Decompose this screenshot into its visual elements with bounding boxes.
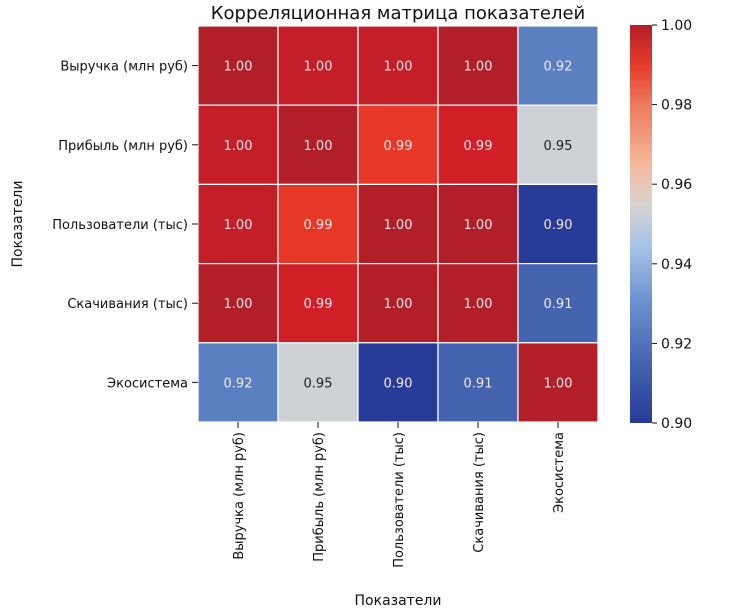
heatmap-cell: [437, 263, 519, 344]
heatmap-cell: [517, 104, 599, 185]
x-tick-label: Пользователи (тыс): [392, 432, 407, 568]
x-tick-label: Выручка (млн руб): [232, 432, 247, 560]
cell-value-label: 1.00: [464, 297, 493, 312]
cell-value-label: 1.00: [224, 139, 253, 154]
heatmap-cell: [277, 25, 359, 106]
heatmap-cell: [517, 342, 599, 423]
heatmap-cell: [197, 25, 279, 106]
heatmap-cell: [277, 183, 359, 265]
y-tick-labels: Выручка (млн руб) Прибыль (млн руб) Пользо…: [52, 60, 198, 391]
heatmap-cell: [437, 183, 519, 265]
heatmap-cell: [357, 104, 439, 185]
heatmap-cell: [197, 342, 279, 423]
cell-value-label: 0.99: [304, 218, 333, 233]
cell-value-label: 0.95: [304, 376, 333, 391]
cell-value-label: 0.92: [224, 376, 253, 391]
colorbar-ticks: 1.00 0.98 0.96 0.94 0.92 0.90: [652, 18, 692, 432]
colorbar-tick-label: 0.90: [661, 416, 692, 432]
cell-value-label: 0.99: [464, 139, 493, 154]
y-tick-label: Пользователи (тыс): [52, 218, 188, 233]
cell-value-label: 1.00: [304, 139, 333, 154]
cell-value-label: 1.00: [384, 60, 413, 75]
heatmap-cell: [357, 263, 439, 344]
y-axis-label: Показатели: [10, 181, 26, 268]
y-tick-label: Выручка (млн руб): [60, 60, 188, 75]
cell-value-label: 1.00: [224, 297, 253, 312]
y-tick-label: Экосистема: [107, 376, 188, 391]
heatmap-cell: [277, 263, 359, 344]
y-tick-label: Прибыль (млн руб): [58, 139, 188, 154]
chart-title: Корреляционная матрица показателей: [211, 3, 585, 24]
cell-value-label: 1.00: [544, 376, 573, 391]
colorbar-tick-label: 0.98: [661, 98, 692, 114]
x-tick-labels: Выручка (млн руб) Прибыль (млн руб) Пользо…: [232, 422, 567, 568]
heatmap-cell: [517, 183, 599, 265]
colorbar: [630, 25, 652, 423]
cell-value-label: 0.91: [464, 376, 493, 391]
heatmap-cell: [517, 263, 599, 344]
cell-value-label: 1.00: [464, 218, 493, 233]
cell-value-label: 1.00: [384, 218, 413, 233]
colorbar-tick-label: 0.96: [661, 177, 692, 193]
x-axis-label: Показатели: [355, 593, 442, 609]
colorbar-tick-label: 0.94: [661, 257, 692, 273]
cell-value-label: 0.90: [544, 218, 573, 233]
x-tick-label: Экосистема: [552, 432, 567, 513]
heatmap-cell: [197, 104, 279, 185]
cell-value-label: 0.90: [384, 376, 413, 391]
y-tick-label: Скачивания (тыс): [67, 297, 188, 312]
heatmap-cells: 1.00 1.00 1.00 1.00 0.92 1.00 1.00 0.99 0.99 0.95…: [197, 25, 599, 423]
cell-value-label: 0.99: [304, 297, 333, 312]
cell-value-label: 1.00: [384, 297, 413, 312]
cell-value-label: 1.00: [224, 218, 253, 233]
cell-value-label: 0.95: [544, 139, 573, 154]
x-tick-label: Скачивания (тыс): [472, 432, 487, 553]
cell-value-label: 0.91: [544, 297, 573, 312]
colorbar-tick-label: 0.92: [661, 336, 692, 352]
cell-value-label: 1.00: [224, 60, 253, 75]
heatmap-cell: [277, 342, 359, 423]
cell-value-label: 1.00: [464, 60, 493, 75]
cell-value-label: 0.92: [544, 60, 573, 75]
heatmap-cell: [357, 342, 439, 423]
x-tick-label: Прибыль (млн руб): [312, 432, 327, 562]
heatmap-cell: [357, 25, 439, 106]
cell-value-label: 1.00: [304, 60, 333, 75]
heatmap-cell: [437, 25, 519, 106]
cell-value-label: 0.99: [384, 139, 413, 154]
colorbar-tick-label: 1.00: [661, 18, 692, 34]
